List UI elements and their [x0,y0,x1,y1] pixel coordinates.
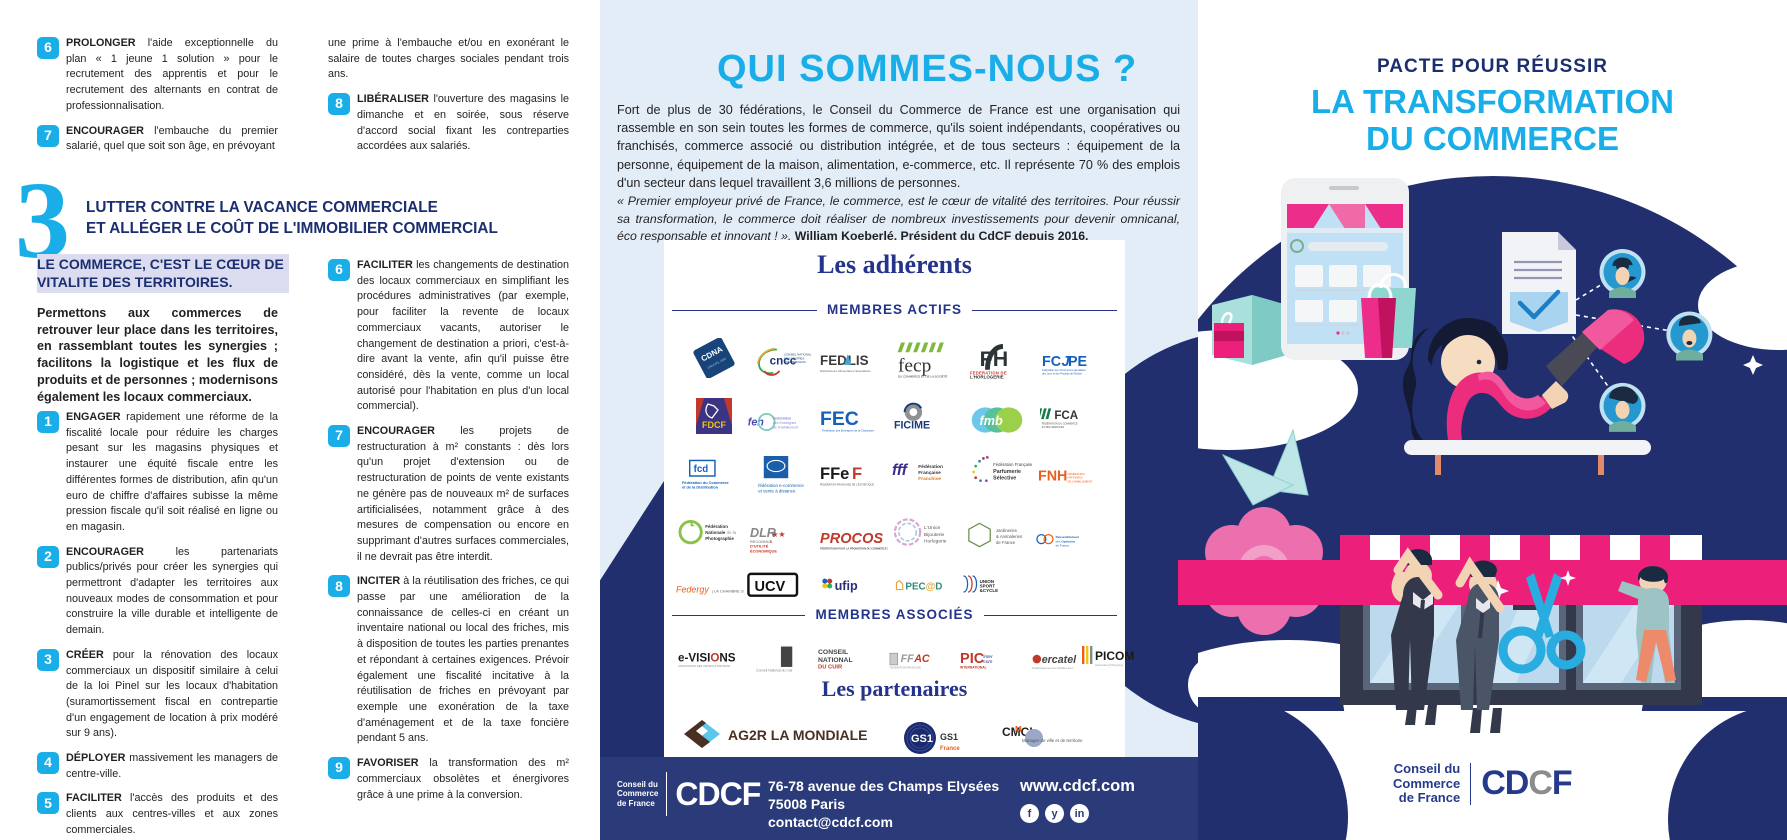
svg-text:FNH: FNH [1038,468,1067,484]
svg-text:& Animaleries: & Animaleries [996,534,1022,539]
svg-text:FF: FF [901,653,915,665]
svg-text:INTERNATIONAL: INTERNATIONAL [960,666,987,670]
svg-text:Sélective: Sélective [993,476,1016,482]
svg-text:F: F [852,465,862,483]
svg-text:Française: Française [918,470,941,476]
svg-text:fcd: fcd [694,464,709,475]
svg-text:Federgy: Federgy [676,585,709,595]
svg-text:des Jeux et des Produits de l': des Jeux et des Produits de l'Enfant [1042,373,1082,376]
svg-text:feh: feh [748,417,765,429]
svg-text:Fédération: Fédération [773,416,791,420]
svg-text:FH: FH [980,347,1008,371]
svg-text:PE: PE [1068,354,1087,370]
svg-text:Re&chargement des Mobiles avec: Re&chargement des Mobiles avec... [1032,666,1076,670]
svg-text:Fédération: Fédération [705,524,728,529]
svg-text:DE L'HABILLEMENT: DE L'HABILLEMENT [1068,479,1093,483]
svg-text:Nationale de la: Nationale de la [705,530,736,535]
svg-text:Manager de ville et de territo: Manager de ville et de territoire [1022,738,1083,743]
svg-text:L'Union: L'Union [924,525,941,531]
svg-text:Fédération: Fédération [918,464,943,470]
svg-text:de France: de France [1056,543,1070,547]
svg-text:FICIME: FICIME [894,420,930,432]
svg-text:GS1: GS1 [911,733,933,745]
svg-text:FÉDÉRATION DU COMMERCE: FÉDÉRATION DU COMMERCE [1042,422,1078,425]
svg-text:FEDERATION FRANCAISE: FEDERATION FRANCAISE [890,667,921,670]
svg-text:PEC@D: PEC@D [905,582,942,593]
svg-text:et vente à distance: et vente à distance [758,489,796,494]
svg-text:PICOM: PICOM [1095,649,1134,663]
svg-text:Photographie: Photographie [705,536,734,541]
svg-text:Jardineries: Jardineries [996,528,1017,533]
svg-text:M: M [1015,725,1022,734]
svg-text:FÉDÉRATION: FÉDÉRATION [1068,471,1085,476]
svg-text:★★: ★★ [771,530,785,539]
svg-text:PROCOS: PROCOS [820,531,883,547]
svg-text:ercatel: ercatel [1042,654,1077,666]
svg-text:France: France [940,746,960,752]
svg-text:FFe: FFe [820,465,849,483]
svg-text:Fédération Française: Fédération Française [993,462,1032,467]
svg-text:fédération e-commerce: fédération e-commerce [758,483,804,488]
svg-text:GS1: GS1 [940,732,958,742]
svg-text:ufip: ufip [835,579,858,593]
svg-text:ÉCONOMIQUE: ÉCONOMIQUE [750,549,777,554]
svg-text:Distributeurs Alimentaires Spé: Distributeurs Alimentaires Spécialisés [820,369,871,373]
svg-text:Fédération des Enseignes de la: Fédération des Enseignes de la Chaussure [822,429,875,433]
svg-text:Rassemblement: Rassemblement [1056,535,1079,539]
svg-text:DU CUIR: DU CUIR [818,665,843,671]
svg-text:ASSOCIATION DES VENTES A DISTA: ASSOCIATION DES VENTES A DISTANCE [678,664,730,668]
svg-text:ET DES SERVICES: ET DES SERVICES [1042,426,1065,429]
svg-text:et de la Distribution: et de la Distribution [682,485,719,490]
svg-text:International Shopping: International Shopping [1095,663,1123,667]
svg-text:UCV: UCV [755,579,786,595]
svg-text:&CYCLE: &CYCLE [980,588,998,593]
svg-text:Bijouterie: Bijouterie [924,532,944,538]
svg-text:de France: de France [996,540,1016,545]
svg-text:Conseil National du Cuir: Conseil National du Cuir [756,668,793,672]
svg-text:AC: AC [913,653,930,665]
svg-text:FDCF: FDCF [702,420,726,430]
svg-text:AG2R LA MONDIALE: AG2R LA MONDIALE [728,727,867,743]
svg-text:Parfumerie: Parfumerie [993,469,1021,475]
svg-text:FC: FC [1042,354,1061,370]
svg-text:com: com [983,660,992,665]
svg-text:COMMERCIAUX: COMMERCIAUX [784,360,806,364]
svg-text:fecp: fecp [898,356,931,377]
svg-text:fff: fff [892,462,909,479]
svg-text:NATIONAL: NATIONAL [818,657,853,664]
svg-text:FEC: FEC [820,408,859,430]
svg-text:NATIONALE: NATIONALE [1068,476,1083,480]
svg-text:CONSEIL: CONSEIL [818,649,848,656]
svg-text:Horlogerie: Horlogerie [924,539,947,545]
svg-text:FED: FED [820,353,847,368]
svg-text:fmb: fmb [980,414,1003,428]
svg-text:LIS: LIS [848,353,869,368]
svg-text:L'HORLOGERIE: L'HORLOGERIE [970,374,1004,379]
svg-text:de l'Habillement: de l'Habillement [773,425,798,429]
svg-text:FCA: FCA [1054,409,1078,422]
svg-text:| LA CHAMBRE SYNDICALE: | LA CHAMBRE SYNDICALE [712,589,744,594]
svg-text:FEDERATION FRANCAISE DE L'ESTH: FEDERATION FRANCAISE DE L'ESTHETIQUE [820,484,874,487]
svg-text:DU COMMERCE ET DE LA SOCIÉTÉ: DU COMMERCE ET DE LA SOCIÉTÉ [898,373,947,378]
svg-text:e-VISIONS: e-VISIONS [678,652,736,665]
svg-text:PIC: PIC [960,651,985,667]
svg-text:Franchise: Franchise [918,476,941,482]
svg-text:Fédération des Commerces spéci: Fédération des Commerces spécialisés [1042,369,1087,372]
svg-text:des Enseignes: des Enseignes [773,421,797,425]
